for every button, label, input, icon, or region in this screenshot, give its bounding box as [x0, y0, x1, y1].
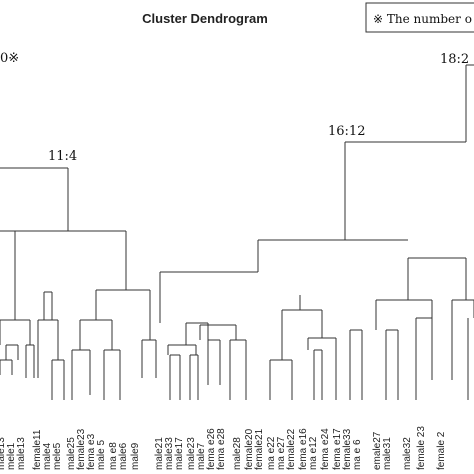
- leaf-label: ma e8: [108, 442, 119, 470]
- corner-mark: 0※: [0, 51, 19, 66]
- leaf-label: mele1: [6, 442, 17, 470]
- leaf-label: female20: [244, 428, 255, 470]
- leaf-label: mele5: [52, 442, 63, 470]
- node-label-root: 18:2: [440, 52, 469, 67]
- leaf-label: ma e 6: [352, 439, 363, 470]
- leaf-label: fema e16: [298, 428, 309, 470]
- legend-note: ※ The number o: [365, 2, 474, 33]
- leaf-label: male13: [16, 437, 27, 470]
- leaf-label: male21: [154, 437, 165, 470]
- dendrogram-branches: [0, 64, 474, 400]
- leaf-label: male17: [174, 437, 185, 470]
- leaf-label: male25: [66, 437, 77, 470]
- leaf-label: emale27: [372, 431, 383, 470]
- leaf-label: ma e27: [276, 436, 287, 470]
- leaf-label: male9: [130, 442, 141, 470]
- leaf-label: male7: [196, 442, 207, 470]
- leaf-label: male23: [186, 437, 197, 470]
- leaf-label: fema e24: [320, 428, 331, 470]
- leaf-label: female 23: [416, 426, 427, 470]
- leaf-label: male33: [164, 437, 175, 470]
- leaf-label: male31: [382, 437, 393, 470]
- leaf-label: female33: [342, 428, 353, 470]
- node-label-left: 11:4: [48, 149, 77, 164]
- leaf-label: fema e28: [216, 428, 227, 470]
- legend-note-text: ※ The number o: [373, 12, 472, 26]
- leaf-label: female22: [286, 428, 297, 470]
- leaf-label: female23: [76, 428, 87, 470]
- leaf-label: fema e3: [86, 433, 97, 470]
- leaf-label: male 5: [96, 440, 107, 470]
- leaf-label: ma e12: [308, 436, 319, 470]
- leaf-label: fema e17: [332, 428, 343, 470]
- leaf-label: ma e22: [266, 436, 277, 470]
- chart-title: Cluster Dendrogram: [142, 11, 268, 26]
- leaf-label: female 2: [436, 431, 447, 470]
- legend-note-box: [365, 2, 474, 33]
- leaf-label: female11: [32, 429, 43, 470]
- leaf-label: female21: [254, 428, 265, 470]
- leaf-label: male28: [232, 437, 243, 470]
- node-label-right: 16:12: [328, 124, 365, 139]
- leaf-label: male13: [0, 437, 7, 470]
- leaf-label: male4: [42, 442, 53, 470]
- leaf-label: fema e26: [206, 428, 217, 470]
- leaf-labels: male13 mele1 male13 female11 male4 mele5 male2…: [0, 426, 447, 470]
- leaf-label: male32: [402, 437, 413, 470]
- leaf-label: male6: [118, 442, 129, 470]
